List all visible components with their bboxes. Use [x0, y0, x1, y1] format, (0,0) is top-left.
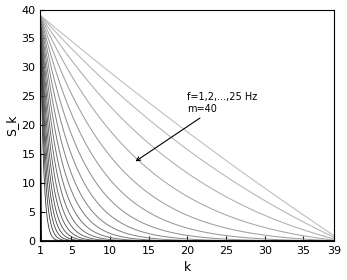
X-axis label: k: k	[184, 262, 191, 274]
Y-axis label: S_k: S_k	[6, 115, 18, 136]
Text: f=1,2,...,25 Hz
m=40: f=1,2,...,25 Hz m=40	[136, 92, 257, 161]
